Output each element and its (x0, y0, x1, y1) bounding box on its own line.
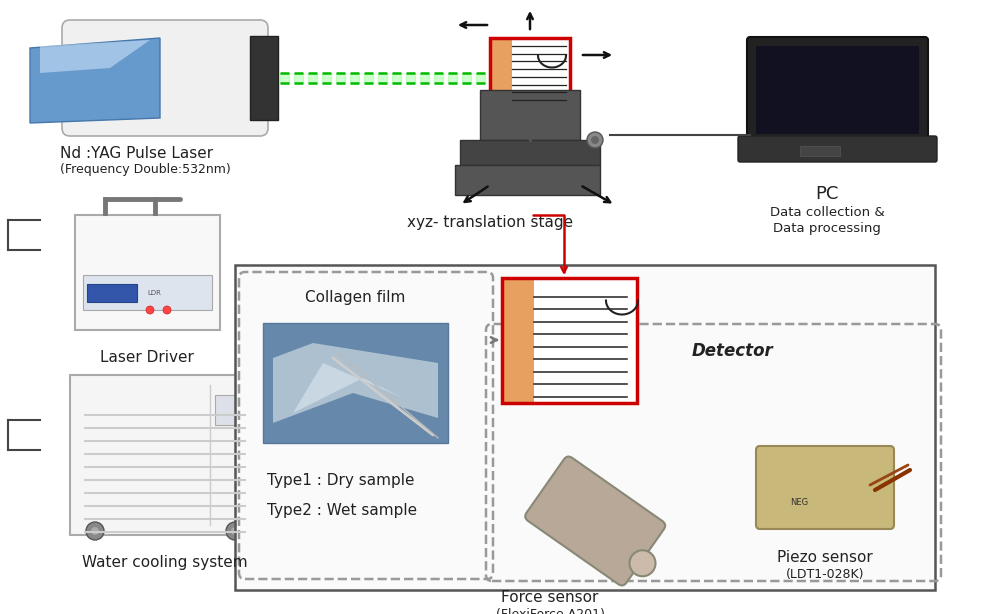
Bar (263, 323, 448, 443)
Circle shape (91, 527, 99, 535)
Bar (215, 395, 250, 425)
Polygon shape (40, 40, 150, 73)
Text: Data collection &: Data collection & (770, 206, 885, 219)
Text: NEG: NEG (790, 498, 808, 507)
FancyBboxPatch shape (62, 20, 268, 136)
Text: Laser Driver: Laser Driver (100, 350, 194, 365)
Circle shape (86, 522, 104, 540)
Text: (FlexiForce A201): (FlexiForce A201) (495, 608, 604, 614)
Text: (Frequency Double:532nm): (Frequency Double:532nm) (60, 163, 231, 176)
Text: Type1 : Dry sample: Type1 : Dry sample (267, 473, 415, 488)
Text: Water cooling system: Water cooling system (82, 555, 248, 570)
Bar (502, 278, 534, 403)
Text: PC: PC (815, 185, 839, 203)
Bar (502, 278, 637, 403)
Bar (490, 38, 570, 108)
Circle shape (630, 550, 655, 577)
FancyBboxPatch shape (756, 446, 894, 529)
Text: Collagen film: Collagen film (305, 290, 405, 305)
Text: Type2 : Wet sample: Type2 : Wet sample (267, 503, 417, 518)
Bar (455, 165, 600, 195)
FancyBboxPatch shape (70, 375, 260, 535)
Bar (756, 46, 919, 134)
Bar (460, 140, 600, 165)
Bar (800, 146, 840, 156)
FancyBboxPatch shape (525, 456, 665, 586)
Bar (235, 265, 935, 590)
Text: LDR: LDR (147, 290, 161, 296)
Bar (490, 38, 512, 108)
Bar (250, 36, 278, 120)
FancyBboxPatch shape (747, 37, 928, 143)
Polygon shape (293, 363, 403, 413)
Bar (83, 275, 212, 310)
Bar (480, 90, 580, 140)
Text: xyz- translation stage: xyz- translation stage (407, 215, 573, 230)
Circle shape (163, 306, 171, 314)
Text: Data processing: Data processing (773, 222, 881, 235)
Bar (502, 278, 637, 403)
Circle shape (587, 132, 603, 148)
Text: Piezo sensor: Piezo sensor (777, 550, 873, 565)
FancyBboxPatch shape (75, 215, 220, 330)
Polygon shape (273, 343, 438, 423)
Text: Force sensor: Force sensor (501, 590, 598, 605)
Circle shape (231, 527, 239, 535)
Circle shape (591, 136, 599, 144)
Circle shape (226, 522, 244, 540)
Text: Detector: Detector (692, 342, 774, 360)
Text: (LDT1-028K): (LDT1-028K) (786, 568, 864, 581)
Circle shape (146, 306, 154, 314)
Text: Nd :YAG Pulse Laser: Nd :YAG Pulse Laser (60, 146, 213, 161)
Polygon shape (30, 38, 160, 123)
Bar (87, 284, 137, 302)
FancyBboxPatch shape (738, 136, 937, 162)
